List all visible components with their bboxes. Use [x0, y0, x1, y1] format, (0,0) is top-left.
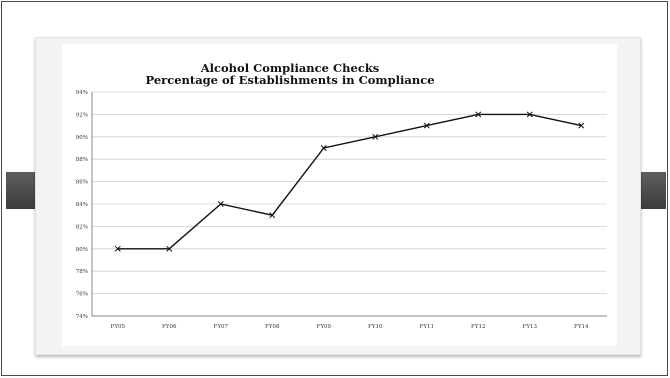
- x-tick-label: FY09: [317, 324, 332, 330]
- y-tick-label: 88%: [76, 157, 88, 163]
- y-axis: 74% 76% 78% 80% 82% 84% 86% 88% 90% 92% 94%: [76, 90, 93, 320]
- x-tick-label: FY11: [420, 324, 434, 330]
- x-tick-label: FY12: [471, 324, 485, 330]
- data-point-marker: [526, 111, 533, 118]
- x-tick-label: FY13: [523, 324, 538, 330]
- x-tick-label: FY07: [214, 324, 229, 330]
- data-point-marker: [320, 145, 327, 151]
- x-tick-label: FY08: [265, 324, 280, 330]
- x-tick-label: FY05: [111, 324, 126, 330]
- series-line: [117, 113, 582, 250]
- line-chart: Alcohol Compliance Checks Percentage of …: [76, 61, 607, 330]
- data-point-marker: [217, 201, 224, 207]
- gridlines: [92, 91, 607, 317]
- marker-stroke: [320, 145, 327, 151]
- marker-stroke: [578, 122, 585, 129]
- y-tick-label: 92%: [76, 112, 88, 118]
- y-tick-label: 94%: [76, 90, 88, 96]
- data-point-marker: [578, 122, 585, 129]
- y-tick-label: 76%: [76, 292, 88, 298]
- y-tick-label: 86%: [76, 180, 88, 186]
- chart-title: Alcohol Compliance Checks: [200, 61, 380, 75]
- marker-stroke: [114, 245, 121, 252]
- x-tick-label: FY14: [574, 324, 589, 330]
- chart-area: Alcohol Compliance Checks Percentage of …: [62, 44, 617, 346]
- marker-stroke: [372, 133, 379, 140]
- data-point-marker: [269, 212, 276, 219]
- data-point-marker: [166, 245, 173, 252]
- x-tick-label: FY06: [162, 324, 177, 330]
- y-tick-label: 80%: [76, 247, 88, 253]
- marker-stroke: [423, 122, 430, 129]
- x-axis: FY05 FY06 FY07 FY08 FY09 FY10 FY11 FY12 FY13 FY14: [92, 315, 607, 330]
- y-tick-label: 82%: [76, 224, 88, 230]
- marker-stroke: [475, 111, 482, 118]
- y-tick-label: 84%: [76, 202, 88, 208]
- data-point-marker: [372, 133, 379, 140]
- marker-stroke: [166, 245, 173, 252]
- y-tick-label: 74%: [76, 314, 88, 320]
- y-tick-label: 90%: [76, 135, 88, 141]
- series: [114, 111, 585, 252]
- y-tick-label: 78%: [76, 269, 88, 275]
- x-tick-label: FY10: [368, 324, 383, 330]
- marker-stroke: [526, 111, 533, 118]
- marker-stroke: [217, 201, 224, 207]
- data-point-marker: [423, 122, 430, 129]
- marker-stroke: [269, 212, 276, 219]
- data-point-marker: [114, 245, 121, 252]
- data-point-marker: [475, 111, 482, 118]
- chart-subtitle: Percentage of Establishments in Complian…: [145, 73, 434, 87]
